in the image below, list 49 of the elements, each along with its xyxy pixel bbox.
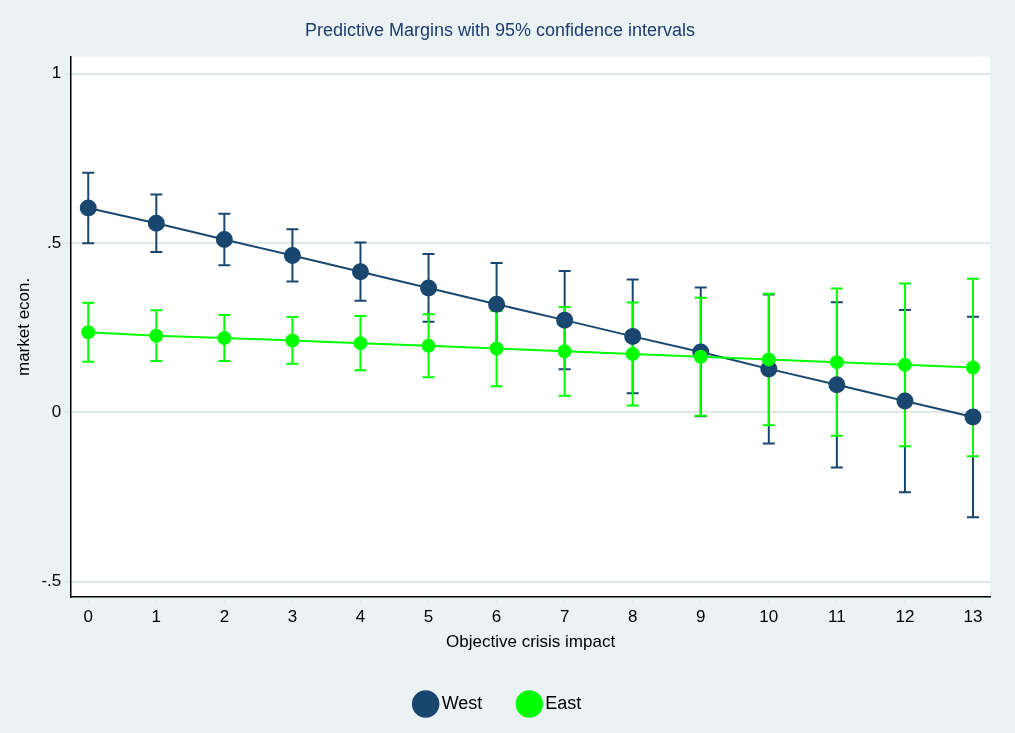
y-tick-label: .5 <box>47 232 62 252</box>
x-tick-label: 9 <box>696 607 706 627</box>
point <box>896 392 914 410</box>
point <box>557 344 572 359</box>
point <box>897 357 912 372</box>
x-tick-label: 2 <box>219 607 230 627</box>
x-tick-label: 0 <box>83 607 93 627</box>
point <box>489 341 504 356</box>
point <box>761 352 776 367</box>
legend-label: East <box>545 692 582 713</box>
point <box>964 408 982 426</box>
point <box>351 263 369 281</box>
point <box>693 349 708 364</box>
point <box>217 331 232 346</box>
x-axis-title: Objective crisis impact <box>446 632 616 652</box>
x-tick-label: 6 <box>491 607 502 627</box>
point <box>420 279 438 297</box>
point <box>421 338 436 353</box>
point <box>283 246 301 264</box>
point <box>81 325 96 340</box>
point <box>828 376 846 394</box>
point <box>965 360 980 375</box>
point <box>79 199 97 217</box>
x-tick-label: 10 <box>759 607 779 627</box>
y-tick-label: 0 <box>51 401 62 421</box>
point <box>149 328 164 343</box>
x-tick-label: 3 <box>287 607 298 627</box>
x-tick-label: 11 <box>828 607 846 627</box>
y-axis-title: market econ. <box>13 277 33 377</box>
y-tick-label: 1 <box>51 63 62 83</box>
point <box>829 355 844 370</box>
point <box>215 231 233 249</box>
x-tick-label: 8 <box>627 607 638 627</box>
x-tick-label: 7 <box>559 607 570 627</box>
point <box>624 327 642 345</box>
x-tick-label: 4 <box>355 607 366 627</box>
x-tick-label: 13 <box>963 607 983 627</box>
x-tick-label: 1 <box>151 607 162 627</box>
point <box>353 336 368 351</box>
point <box>556 311 574 329</box>
legend-label: West <box>441 692 483 713</box>
chart-title: Predictive Margins with 95% confidence intervals <box>304 19 696 40</box>
point <box>147 214 165 232</box>
point <box>625 347 640 361</box>
point <box>285 333 300 348</box>
x-tick-label: 5 <box>423 607 434 627</box>
point <box>488 295 506 313</box>
x-tick-label: 12 <box>895 607 915 627</box>
y-tick-label: -.5 <box>41 571 62 591</box>
